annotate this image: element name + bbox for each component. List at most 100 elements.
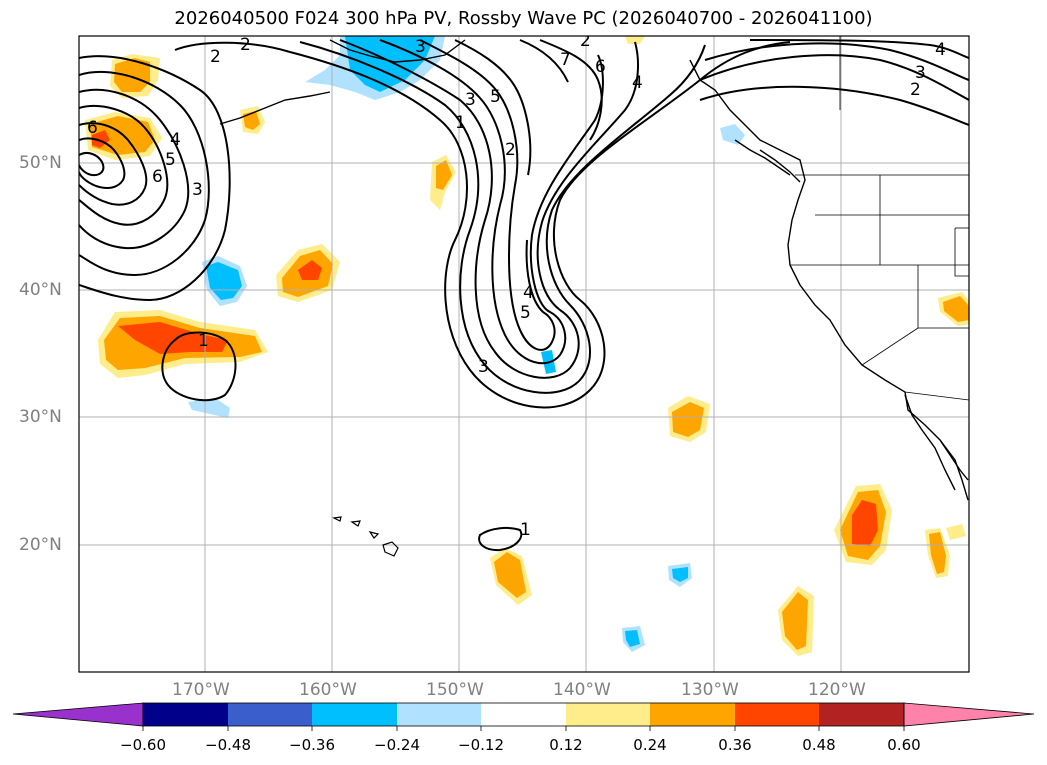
contour-line bbox=[478, 526, 523, 552]
positive-anomaly bbox=[494, 552, 526, 598]
lat-label: 40°N bbox=[19, 280, 62, 300]
contour-label: 6 bbox=[595, 57, 606, 77]
contour-line bbox=[749, 39, 969, 59]
contour-label: 3 bbox=[465, 90, 476, 110]
positive-anomaly bbox=[118, 322, 228, 354]
contour-line bbox=[454, 39, 532, 176]
rossby-wave-contours bbox=[79, 39, 969, 552]
contour-label: 3 bbox=[915, 63, 926, 83]
contour-line bbox=[79, 152, 105, 177]
colorbar-segment bbox=[143, 703, 228, 726]
contour-label: 5 bbox=[165, 150, 176, 170]
contour-label: 3 bbox=[478, 357, 489, 377]
islands bbox=[332, 516, 399, 557]
contour-line bbox=[79, 122, 148, 206]
contour-line bbox=[79, 137, 126, 189]
colorbar-frame bbox=[142, 702, 905, 727]
contour-label: 2 bbox=[210, 47, 221, 67]
hawaii-island bbox=[382, 541, 399, 557]
colorbar-segment bbox=[735, 703, 819, 726]
map-title: 2026040500 F024 300 hPa PV, Rossby Wave … bbox=[174, 8, 873, 29]
lon-label: 170°W bbox=[172, 680, 230, 700]
colorbar-extend-min bbox=[12, 702, 144, 727]
colorbar-segment bbox=[228, 703, 312, 726]
alaska-coast bbox=[329, 39, 466, 63]
colorbar-tick-label: −0.60 bbox=[120, 736, 166, 754]
contour-line bbox=[174, 41, 791, 409]
oahu-island bbox=[350, 520, 361, 527]
contour-label: 3 bbox=[415, 37, 426, 57]
contour-line bbox=[339, 39, 639, 379]
negative-anomaly bbox=[188, 398, 230, 418]
contour-line bbox=[79, 105, 169, 226]
bc-islands bbox=[734, 139, 791, 176]
state-border bbox=[861, 327, 919, 366]
map-frame bbox=[78, 35, 970, 673]
contour-line bbox=[79, 70, 210, 277]
lon-label: 130°W bbox=[681, 680, 739, 700]
contour-label: 4 bbox=[523, 283, 534, 303]
positive-anomaly bbox=[852, 500, 878, 546]
contour-line bbox=[299, 41, 706, 394]
colorbar-tick-label: 0.24 bbox=[633, 736, 667, 754]
contour-label: 1 bbox=[198, 331, 209, 351]
contour-label: 2 bbox=[505, 140, 516, 160]
vancouver-island bbox=[759, 149, 801, 183]
colorbar-tick-label: 0.36 bbox=[718, 736, 752, 754]
contour-line bbox=[419, 39, 556, 351]
colorbar-segment bbox=[819, 703, 904, 726]
lat-label: 50°N bbox=[19, 153, 62, 173]
us-mexico-border bbox=[904, 391, 969, 401]
positive-anomaly bbox=[114, 58, 150, 92]
contour-label: 5 bbox=[490, 87, 501, 107]
maui-island bbox=[368, 531, 380, 539]
positive-anomaly bbox=[943, 296, 969, 322]
contour-line bbox=[161, 331, 237, 402]
lat-label: 30°N bbox=[19, 407, 62, 427]
colorbar-segment bbox=[312, 703, 397, 726]
contour-label: 4 bbox=[935, 40, 946, 60]
graticule bbox=[79, 36, 969, 672]
gulf-california-coast bbox=[939, 439, 969, 481]
contour-label: 1 bbox=[520, 520, 531, 540]
contour-line bbox=[379, 39, 604, 365]
kauai-island bbox=[332, 516, 342, 522]
political-borders bbox=[790, 36, 969, 401]
positive-anomaly bbox=[946, 524, 966, 540]
contour-line bbox=[699, 54, 969, 101]
contour-line bbox=[79, 88, 190, 250]
state-border bbox=[954, 228, 969, 277]
contour-line bbox=[704, 42, 969, 81]
colorbar-tick-label: 0.12 bbox=[549, 736, 583, 754]
colorbar-segment bbox=[650, 703, 735, 726]
lon-label: 150°W bbox=[426, 680, 484, 700]
contour-label: 5 bbox=[520, 303, 531, 323]
lon-label: 140°W bbox=[553, 680, 611, 700]
contour-label: 6 bbox=[87, 118, 98, 138]
coastlines bbox=[219, 39, 969, 501]
contour-label: 4 bbox=[632, 73, 643, 93]
colorbar-tick-label: −0.12 bbox=[458, 736, 504, 754]
colorbar-tick-label: 0.60 bbox=[887, 736, 921, 754]
positive-anomaly bbox=[672, 402, 704, 437]
colorbar-segment bbox=[397, 703, 481, 726]
colorbar-segment bbox=[481, 703, 566, 726]
positive-anomaly bbox=[625, 36, 645, 44]
colorbar-segment bbox=[566, 703, 650, 726]
aleutian-islands bbox=[219, 91, 331, 125]
baja-coast bbox=[904, 394, 956, 491]
contour-label: 6 bbox=[152, 167, 163, 187]
lon-label: 120°W bbox=[808, 680, 866, 700]
negative-anomaly bbox=[625, 630, 640, 647]
contour-line bbox=[699, 85, 969, 126]
north-america-coast bbox=[689, 59, 969, 501]
contour-label: 4 bbox=[170, 130, 181, 150]
contour-line bbox=[539, 39, 603, 141]
positive-anomaly bbox=[929, 532, 946, 574]
colorbar-tick-label: 0.48 bbox=[802, 736, 836, 754]
negative-anomaly bbox=[720, 124, 745, 145]
map-plot-area: 2 6 3 2 4 5 6 3 2 1 2 3 5 4 7 6 1 4 5 3 … bbox=[79, 36, 969, 672]
contour-line bbox=[519, 39, 569, 83]
colorbar-tick-label: −0.36 bbox=[289, 736, 335, 754]
